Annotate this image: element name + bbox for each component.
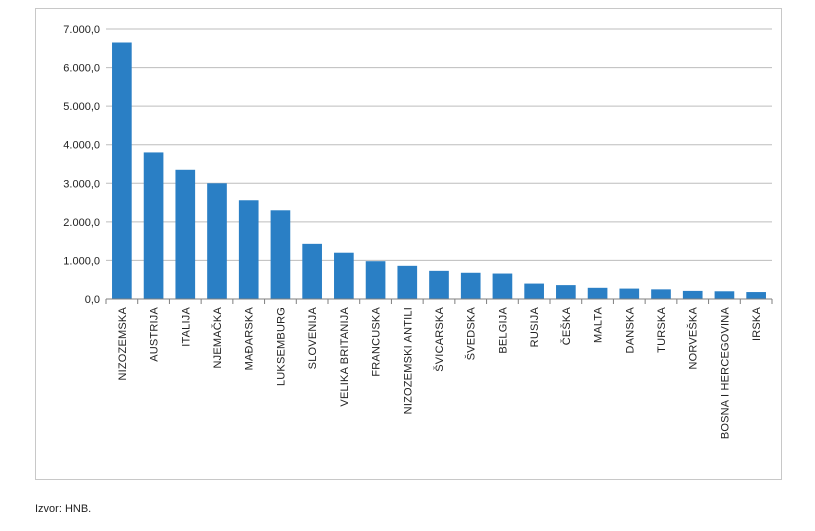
- x-category-label: MAĐARSKA: [244, 307, 256, 371]
- x-category-label: BELGIJA: [497, 307, 509, 354]
- y-tick-label: 4.000,0: [63, 140, 100, 152]
- y-axis-tick-labels: 0,0 1.000,0 2.000,0 3.000,0 4.000,0 5.000,0 6.…: [63, 24, 100, 306]
- x-category-label: VELIKA BRITANIJA: [339, 307, 351, 407]
- bar: [682, 290, 703, 299]
- bar: [556, 285, 576, 299]
- x-category-label: SLOVENIJA: [307, 307, 319, 370]
- x-category-label: ITALIJA: [180, 307, 192, 347]
- x-category-label: AUSTRIJA: [149, 307, 161, 362]
- x-category-label: DANSKA: [624, 307, 636, 354]
- bar: [112, 42, 132, 299]
- source-note: Izvor: HNB.: [35, 503, 92, 515]
- gridlines: [106, 28, 772, 261]
- x-category-label: ŠVICARSKA: [433, 307, 446, 372]
- x-axis-category-labels: NIZOZEMSKA AUSTRIJA ITALIJA NJEMAČKA MAĐARSK…: [117, 307, 763, 440]
- bar: [238, 200, 259, 299]
- bar: [492, 273, 513, 299]
- bar: [619, 288, 640, 299]
- bar: [302, 243, 322, 299]
- y-tick-label: 5.000,0: [63, 101, 100, 113]
- bar: [460, 272, 481, 299]
- bar: [429, 270, 449, 299]
- x-category-label: TURSKA: [656, 307, 668, 353]
- bar: [270, 210, 291, 299]
- bar: [365, 261, 386, 299]
- chart-frame: 0,0 1.000,0 2.000,0 3.000,0 4.000,0 5.000,0 6.…: [35, 8, 782, 480]
- x-category-label: MALTA: [593, 307, 605, 344]
- x-axis: [105, 298, 773, 304]
- bar: [207, 183, 227, 299]
- bar: [651, 289, 671, 299]
- bar: [524, 283, 544, 299]
- bar-chart: 0,0 1.000,0 2.000,0 3.000,0 4.000,0 5.000,0 6.…: [63, 24, 773, 440]
- bar: [334, 252, 354, 299]
- x-category-label: NIZOZEMSKA: [117, 307, 129, 381]
- y-tick-label: 6.000,0: [63, 63, 100, 75]
- x-category-label: BOSNA I HERCEGOVINA: [719, 307, 731, 440]
- x-category-label: IRSKA: [751, 307, 763, 341]
- bar: [746, 292, 766, 299]
- bar: [714, 291, 735, 299]
- x-category-label: NJEMAČKA: [211, 307, 224, 369]
- y-tick-label: 7.000,0: [63, 24, 100, 36]
- x-category-label: FRANCUSKA: [371, 307, 383, 377]
- x-category-label: ŠVEDSKA: [465, 307, 478, 361]
- y-tick-label: 1.000,0: [63, 255, 100, 267]
- y-tick-label: 3.000,0: [63, 178, 100, 190]
- bars: [112, 42, 766, 299]
- x-category-label: RUSIJA: [529, 307, 541, 348]
- bar: [175, 169, 196, 299]
- x-category-label: ČEŠKA: [560, 307, 573, 346]
- y-tick-label: 0,0: [85, 294, 100, 306]
- bar: [397, 265, 418, 299]
- x-category-label: NIZOZEMSKI ANTILI: [402, 307, 414, 414]
- x-category-label: NORVEŠKA: [687, 307, 700, 370]
- x-category-label: LUKSEMBURG: [275, 307, 287, 386]
- bar: [143, 152, 164, 299]
- bar: [587, 287, 608, 299]
- y-tick-label: 2.000,0: [63, 217, 100, 229]
